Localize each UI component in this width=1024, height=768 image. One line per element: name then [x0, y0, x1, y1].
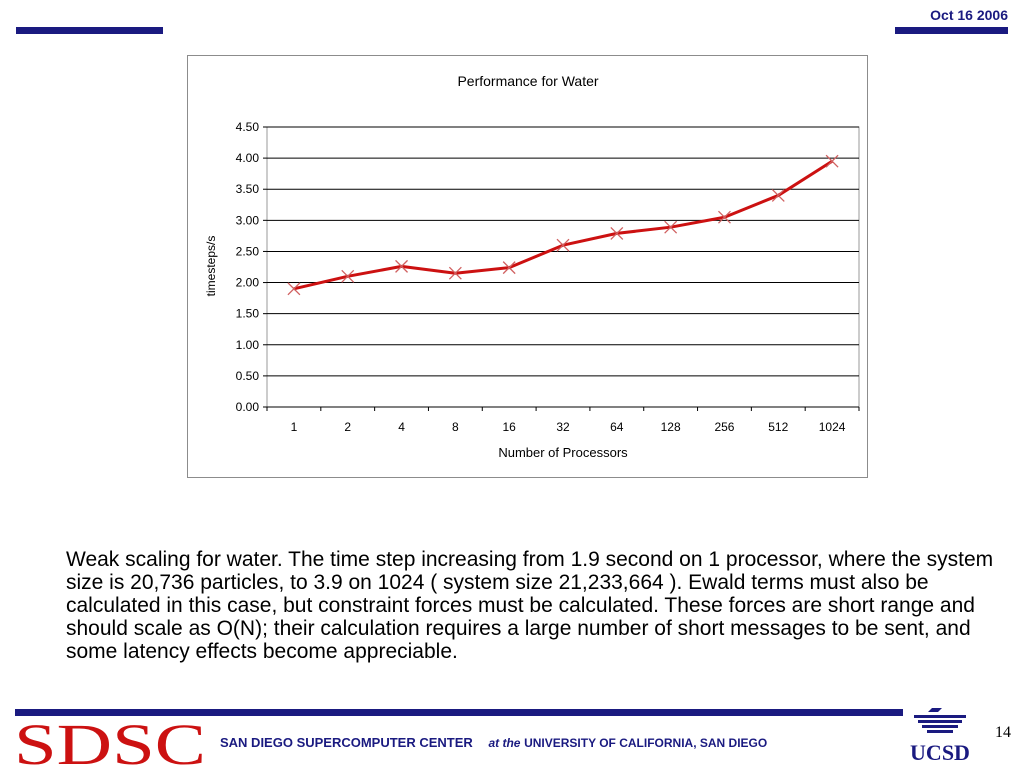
x-tick-label: 1024 — [819, 420, 846, 434]
sdsc-logo: SDSC — [14, 718, 206, 766]
y-tick-labels: 0.00 0.50 1.00 1.50 2.00 2.50 3.00 3.50 4.00 4.50 — [236, 120, 260, 414]
x-tick-label: 512 — [768, 420, 788, 434]
data-point-marker — [717, 210, 731, 224]
data-point-marker — [287, 282, 301, 296]
sdsc-logo-text: SDSC — [14, 718, 206, 766]
x-axis-label: Number of Processors — [498, 445, 628, 460]
x-tick-label: 256 — [714, 420, 734, 434]
y-tick-label: 2.00 — [236, 276, 260, 290]
slide-caption: Weak scaling for water. The time step in… — [66, 548, 994, 663]
footer-affiliation: SAN DIEGO SUPERCOMPUTER CENTER at the UN… — [220, 735, 767, 750]
slide-date: Oct 16 2006 — [930, 7, 1008, 23]
ucsd-wing-icon — [914, 708, 966, 733]
x-tick-label: 16 — [503, 420, 517, 434]
data-point-marker — [825, 154, 839, 168]
ucsd-logo-text: UCSD — [910, 740, 970, 765]
x-tick-label: 64 — [610, 420, 624, 434]
ucsd-logo: UCSD — [910, 708, 970, 765]
x-tick-label: 1 — [291, 420, 298, 434]
x-tick-label: 8 — [452, 420, 459, 434]
x-tick-label: 4 — [398, 420, 405, 434]
line-chart: 0.00 0.50 1.00 1.50 2.00 2.50 3.00 3.50 4.00 4.50… — [204, 73, 860, 460]
data-point-marker — [448, 266, 462, 280]
y-tick-label: 3.00 — [236, 213, 260, 227]
x-tick-label: 128 — [661, 420, 681, 434]
data-point-marker — [664, 220, 678, 234]
x-tick-labels: 1 2 4 8 16 32 64 128 256 512 1024 — [291, 420, 846, 434]
x-tick-label: 2 — [344, 420, 351, 434]
footer-at-the: at the — [488, 736, 521, 750]
y-tick-label: 0.50 — [236, 369, 260, 383]
header-bar-right — [895, 27, 1008, 34]
data-point-marker — [610, 226, 624, 240]
chart-panel: 0.00 0.50 1.00 1.50 2.00 2.50 3.00 3.50 4.00 4.50… — [187, 55, 868, 478]
y-axis-label: timesteps/s — [204, 236, 218, 297]
header-bar-left — [16, 27, 163, 34]
y-tick-label: 0.00 — [236, 400, 260, 414]
data-point-marker — [395, 259, 409, 273]
y-tick-label: 4.00 — [236, 151, 260, 165]
footer-rule — [15, 709, 903, 716]
gridlines — [263, 126, 860, 411]
y-tick-label: 1.00 — [236, 338, 260, 352]
footer-center-name: SAN DIEGO SUPERCOMPUTER CENTER — [220, 735, 473, 750]
data-point-marker — [502, 261, 516, 275]
y-tick-label: 3.50 — [236, 182, 260, 196]
data-point-marker — [556, 238, 570, 252]
y-tick-label: 1.50 — [236, 307, 260, 321]
y-tick-label: 4.50 — [236, 120, 260, 134]
chart-title: Performance for Water — [457, 73, 598, 89]
x-tick-label: 32 — [556, 420, 570, 434]
plot-area — [266, 126, 860, 408]
page-number: 14 — [995, 724, 1011, 741]
data-point-marker — [771, 188, 785, 202]
y-tick-label: 2.50 — [236, 244, 260, 258]
data-point-marker — [341, 269, 355, 283]
footer-university: UNIVERSITY OF CALIFORNIA, SAN DIEGO — [524, 736, 768, 750]
series-water — [287, 154, 839, 296]
